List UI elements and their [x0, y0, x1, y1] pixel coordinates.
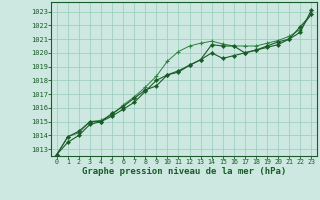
X-axis label: Graphe pression niveau de la mer (hPa): Graphe pression niveau de la mer (hPa) — [82, 167, 286, 176]
